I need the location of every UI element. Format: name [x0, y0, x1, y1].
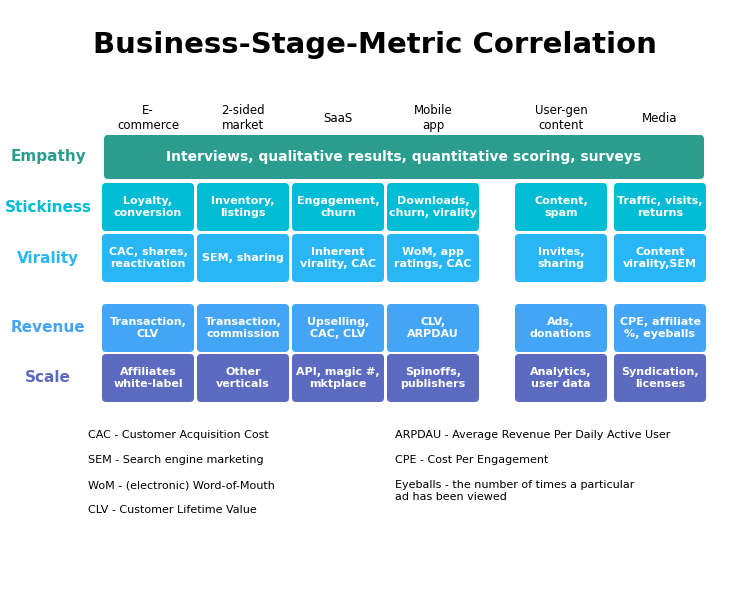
Text: User-gen
content: User-gen content — [535, 104, 587, 132]
Text: Mobile
app: Mobile app — [414, 104, 452, 132]
Text: Scale: Scale — [25, 370, 71, 385]
FancyBboxPatch shape — [614, 234, 706, 282]
Text: CAC - Customer Acquisition Cost: CAC - Customer Acquisition Cost — [88, 430, 268, 440]
FancyBboxPatch shape — [292, 234, 384, 282]
Text: Content,
spam: Content, spam — [534, 196, 588, 218]
Text: Invites,
sharing: Invites, sharing — [538, 247, 584, 269]
Text: Content
virality,SEM: Content virality,SEM — [623, 247, 697, 269]
FancyBboxPatch shape — [197, 234, 289, 282]
FancyBboxPatch shape — [197, 304, 289, 352]
Text: Virality: Virality — [17, 251, 79, 265]
Text: Transaction,
commission: Transaction, commission — [205, 317, 281, 339]
FancyBboxPatch shape — [102, 234, 194, 282]
Text: Analytics,
user data: Analytics, user data — [530, 367, 592, 389]
Text: WoM - (electronic) Word-of-Mouth: WoM - (electronic) Word-of-Mouth — [88, 480, 274, 490]
Text: 2-sided
market: 2-sided market — [221, 104, 265, 132]
Text: API, magic #,
mktplace: API, magic #, mktplace — [296, 367, 380, 389]
Text: Spinoffs,
publishers: Spinoffs, publishers — [400, 367, 466, 389]
FancyBboxPatch shape — [292, 354, 384, 402]
Text: Ads,
donations: Ads, donations — [530, 317, 592, 339]
Text: Engagement,
churn: Engagement, churn — [297, 196, 380, 218]
Text: CPE - Cost Per Engagement: CPE - Cost Per Engagement — [395, 455, 548, 465]
FancyBboxPatch shape — [292, 304, 384, 352]
Text: Downloads,
churn, virality: Downloads, churn, virality — [389, 196, 477, 218]
Text: Upselling,
CAC, CLV: Upselling, CAC, CLV — [307, 317, 369, 339]
Text: Media: Media — [642, 112, 678, 124]
FancyBboxPatch shape — [102, 183, 194, 231]
Text: CAC, shares,
reactivation: CAC, shares, reactivation — [109, 247, 188, 269]
FancyBboxPatch shape — [387, 183, 479, 231]
Text: CLV - Customer Lifetime Value: CLV - Customer Lifetime Value — [88, 505, 256, 515]
Text: CLV,
ARPDAU: CLV, ARPDAU — [407, 317, 459, 339]
FancyBboxPatch shape — [614, 354, 706, 402]
Text: Other
verticals: Other verticals — [216, 367, 270, 389]
FancyBboxPatch shape — [614, 304, 706, 352]
Text: ARPDAU - Average Revenue Per Daily Active User: ARPDAU - Average Revenue Per Daily Activ… — [395, 430, 670, 440]
FancyBboxPatch shape — [515, 183, 607, 231]
Text: WoM, app
ratings, CAC: WoM, app ratings, CAC — [394, 247, 472, 269]
Text: E-
commerce: E- commerce — [117, 104, 179, 132]
Text: Loyalty,
conversion: Loyalty, conversion — [114, 196, 182, 218]
FancyBboxPatch shape — [387, 304, 479, 352]
Text: Traffic, visits,
returns: Traffic, visits, returns — [617, 196, 703, 218]
Text: Revenue: Revenue — [10, 320, 86, 335]
FancyBboxPatch shape — [614, 183, 706, 231]
FancyBboxPatch shape — [515, 354, 607, 402]
Text: Business-Stage-Metric Correlation: Business-Stage-Metric Correlation — [93, 31, 657, 59]
Text: Eyeballs - the number of times a particular
ad has been viewed: Eyeballs - the number of times a particu… — [395, 480, 634, 502]
Text: Empathy: Empathy — [10, 149, 86, 164]
Text: SaaS: SaaS — [323, 112, 352, 124]
FancyBboxPatch shape — [292, 183, 384, 231]
FancyBboxPatch shape — [515, 304, 607, 352]
Text: Affiliates
white-label: Affiliates white-label — [113, 367, 183, 389]
FancyBboxPatch shape — [515, 234, 607, 282]
Text: Stickiness: Stickiness — [4, 199, 92, 214]
Text: SEM, sharing: SEM, sharing — [202, 253, 284, 263]
Text: Inventory,
listings: Inventory, listings — [211, 196, 274, 218]
FancyBboxPatch shape — [197, 183, 289, 231]
Text: Transaction,
CLV: Transaction, CLV — [110, 317, 187, 339]
FancyBboxPatch shape — [387, 354, 479, 402]
Text: Syndication,
licenses: Syndication, licenses — [621, 367, 699, 389]
FancyBboxPatch shape — [102, 354, 194, 402]
FancyBboxPatch shape — [102, 304, 194, 352]
Text: SEM - Search engine marketing: SEM - Search engine marketing — [88, 455, 264, 465]
FancyBboxPatch shape — [197, 354, 289, 402]
FancyBboxPatch shape — [104, 135, 704, 179]
Text: Interviews, qualitative results, quantitative scoring, surveys: Interviews, qualitative results, quantit… — [166, 150, 641, 164]
Text: CPE, affiliate
%, eyeballs: CPE, affiliate %, eyeballs — [620, 317, 701, 339]
Text: Inherent
virality, CAC: Inherent virality, CAC — [300, 247, 376, 269]
FancyBboxPatch shape — [387, 234, 479, 282]
